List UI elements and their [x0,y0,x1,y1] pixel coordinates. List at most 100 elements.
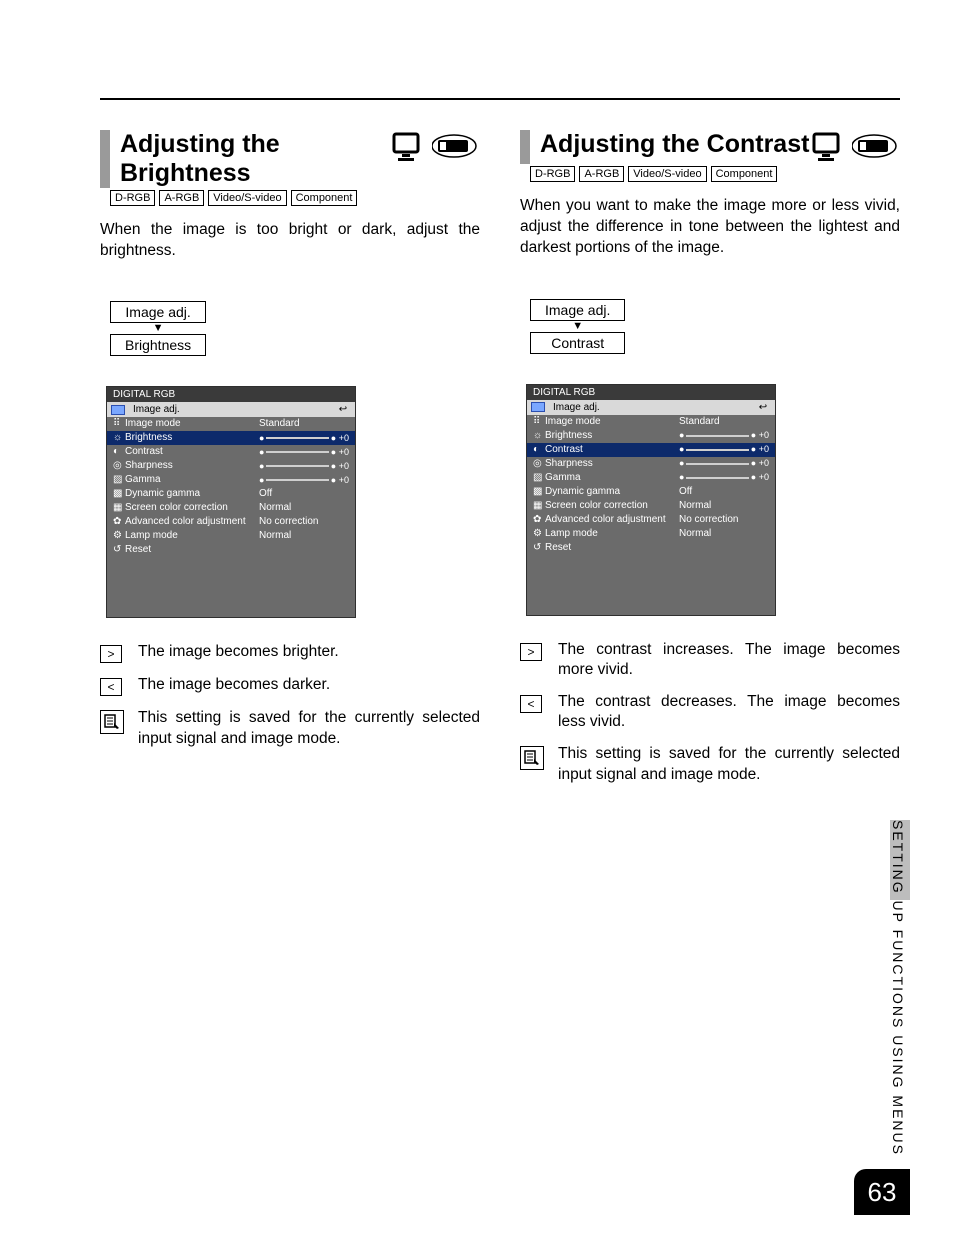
osd-rows: ⠿Image modeStandard☼Brightness●● +0◐Cont… [107,417,355,557]
note-text: This setting is saved for the currently … [558,744,900,786]
osd-tab-icon [531,402,545,412]
osd-row: ◐Contrast●● +0 [107,445,355,459]
input-badges: D-RGB A-RGB Video/S-video Component [530,166,900,182]
top-rule [100,98,900,100]
left-column: Adjusting the Brightness [100,130,480,786]
intro-text: When the image is too bright or dark, ad… [100,220,480,262]
osd-slider: ●● +0 [679,444,769,455]
key-left: < [520,695,542,713]
control-row: < The image becomes darker. [100,675,480,696]
section-title: Adjusting the Contrast [540,130,809,159]
osd-blank [527,555,775,615]
right-column: Adjusting the Contrast [520,130,900,786]
osd-tabs: Image adj. ↩ [527,400,775,415]
badge: D-RGB [110,190,155,206]
osd-row-value: Off [259,488,349,500]
osd-row: ↺Reset [107,543,355,557]
osd-tabs: Image adj. ↩ [107,402,355,417]
note-icon [520,746,544,770]
osd-row-icon: ◐ [113,446,125,458]
note-row: This setting is saved for the currently … [100,708,480,750]
note-icon [100,710,124,734]
osd-row-label: Contrast [545,444,679,456]
osd-row-label: Advanced color adjustment [545,514,679,526]
control-text: The image becomes brighter. [138,642,339,662]
heading-icons [390,130,480,164]
heading-block: Adjusting the Contrast [520,130,900,164]
osd-row: ▦Screen color correctionNormal [527,499,775,513]
osd-row: ▩Dynamic gammaOff [107,487,355,501]
osd-row-icon: ✿ [113,516,125,528]
osd-row-label: Image mode [125,418,259,430]
heading-leftbar [520,130,530,164]
breadcrumb: Image adj. ▼ Contrast [530,299,625,354]
osd-row-label: Lamp mode [545,528,679,540]
badge: D-RGB [530,166,575,182]
osd-menu: DIGITAL RGB Image adj. ↩ ⠿Image modeStan… [106,386,356,618]
chevron-down-icon: ▼ [530,321,625,332]
osd-row-value: Standard [679,416,769,428]
osd-row: ▦Screen color correctionNormal [107,501,355,515]
badge: A-RGB [159,190,204,206]
osd-row: ⠿Image modeStandard [107,417,355,431]
osd-menu: DIGITAL RGB Image adj. ↩ ⠿Image modeStan… [526,384,776,616]
osd-title: DIGITAL RGB [527,385,775,400]
osd-row-icon: ▩ [113,488,125,500]
control-row: > The contrast increases. The image beco… [520,640,900,680]
osd-row-label: Reset [125,544,349,556]
return-icon: ↩ [335,404,351,415]
osd-slider: ●● +0 [679,472,769,483]
heading-block: Adjusting the Brightness [100,130,480,188]
content-columns: Adjusting the Brightness [100,130,900,786]
osd-row-value: Normal [679,528,769,540]
osd-tab-label: Image adj. [133,404,180,415]
osd-row-label: Dynamic gamma [545,486,679,498]
osd-row: ✿Advanced color adjustmentNo correction [107,515,355,529]
control-text: The image becomes darker. [138,675,330,695]
osd-title: DIGITAL RGB [107,387,355,402]
osd-row-value: Normal [259,530,349,542]
control-text: The contrast decreases. The image become… [558,692,900,732]
osd-row-value: Off [679,486,769,498]
projector-icon [852,134,900,162]
osd-slider: ●● +0 [259,447,349,458]
heading-body: Adjusting the Brightness [120,130,480,188]
badge: Component [711,166,778,182]
control-text: The contrast increases. The image become… [558,640,900,680]
osd-row-icon: ⚙ [113,530,125,542]
osd-row-label: Advanced color adjustment [125,516,259,528]
key-left: < [100,678,122,696]
breadcrumb: Image adj. ▼ Brightness [110,301,206,356]
osd-slider: ●● +0 [259,433,349,444]
badge: A-RGB [579,166,624,182]
osd-row: ⠿Image modeStandard [527,415,775,429]
note-row: This setting is saved for the currently … [520,744,900,786]
osd-row-icon: ▨ [113,474,125,486]
heading-leftbar [100,130,110,188]
osd-row-label: Contrast [125,446,259,458]
breadcrumb-child: Brightness [110,334,206,356]
osd-row-icon: ⚙ [533,528,545,540]
control-row: < The contrast decreases. The image beco… [520,692,900,732]
osd-row-icon: ◐ [533,444,545,456]
osd-row: ▩Dynamic gammaOff [527,485,775,499]
key-right: > [520,643,542,661]
breadcrumb-parent: Image adj. [110,301,206,323]
control-row: > The image becomes brighter. [100,642,480,663]
osd-slider: ●● +0 [259,461,349,472]
osd-row-icon: ↺ [113,544,125,556]
projector-icon [432,134,480,162]
controls: > The contrast increases. The image beco… [520,640,900,786]
osd-row-value: Normal [679,500,769,512]
osd-tab-label: Image adj. [553,402,600,413]
key-right: > [100,645,122,663]
heading-icons [810,130,900,164]
osd-row: ✿Advanced color adjustmentNo correction [527,513,775,527]
osd-row-icon: ☼ [533,430,545,442]
osd-slider: ●● +0 [679,458,769,469]
heading-title-row: Adjusting the Brightness [120,130,480,188]
osd-row-icon: ⠿ [113,418,125,430]
osd-row-label: Sharpness [545,458,679,470]
input-badges: D-RGB A-RGB Video/S-video Component [110,190,480,206]
osd-row: ▨Gamma●● +0 [107,473,355,487]
